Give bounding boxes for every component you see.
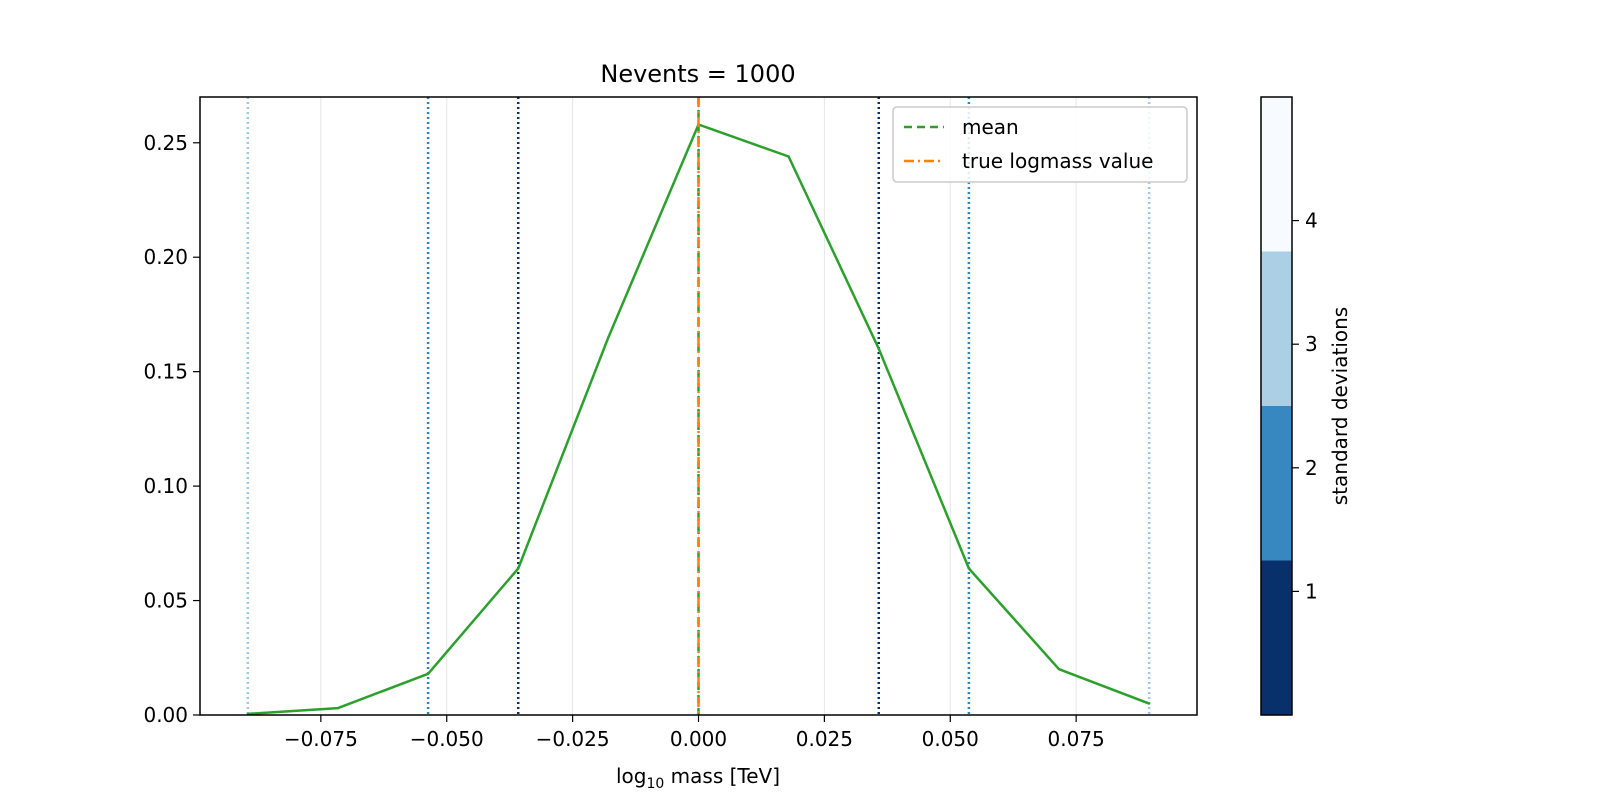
x-axis-label: log10 mass [TeV] (616, 764, 780, 792)
curve-point (426, 672, 430, 675)
x-axis-label-unit: mass [TeV] (664, 764, 780, 788)
curve-point (787, 155, 790, 158)
colorbar-band (1261, 97, 1292, 252)
colorbar: 1 2 3 4 standard deviations (1260, 96, 1352, 716)
curve-point (1147, 702, 1151, 705)
legend-frame (892, 106, 1188, 183)
curve-point (517, 567, 520, 570)
x-tick-label: 0.000 (670, 727, 727, 751)
x-axis: −0.075 −0.050 −0.025 0.000 0.025 0.050 0.075 (284, 715, 1105, 751)
x-tick-label: 0.025 (796, 727, 853, 751)
legend-label: true logmass value (962, 149, 1153, 173)
legend-label: mean (962, 115, 1019, 139)
colorbar-tick-label: 1 (1305, 579, 1318, 603)
colorbar-band (1261, 251, 1292, 406)
curve-point (607, 336, 610, 339)
curve-point (1057, 668, 1061, 671)
y-tick-label: 0.20 (143, 245, 188, 269)
y-tick-label: 0.00 (143, 703, 188, 727)
y-tick-label: 0.05 (143, 589, 188, 613)
colorbar-tick-label: 3 (1305, 332, 1318, 356)
y-tick-label: 0.10 (143, 474, 188, 498)
colorbar-frame (1260, 96, 1293, 716)
sigma-lines (246, 97, 1151, 715)
colorbar-label: standard deviations (1328, 307, 1352, 505)
curve-point (967, 567, 971, 570)
x-tick-label: −0.025 (536, 727, 610, 751)
x-axis-label-main: log (616, 764, 647, 788)
y-tick-label: 0.25 (143, 131, 188, 155)
chart-title: Nevents = 1000 (600, 60, 795, 88)
legend: mean true logmass value (892, 106, 1188, 183)
x-tick-label: 0.075 (1048, 727, 1105, 751)
y-tick-label: 0.15 (143, 360, 188, 384)
y-axis: 0.00 0.05 0.10 0.15 0.20 0.25 (143, 131, 200, 727)
x-tick-label: 0.050 (922, 727, 979, 751)
x-axis-label-subscript: 10 (646, 776, 664, 792)
colorbar-band (1261, 406, 1292, 561)
x-tick-label: −0.075 (284, 727, 358, 751)
curve-point (336, 706, 340, 710)
curve-point (877, 347, 880, 350)
colorbar-band (1261, 560, 1292, 715)
x-tick-label: −0.050 (410, 727, 484, 751)
colorbar-tick-label: 4 (1305, 209, 1318, 233)
colorbar-tick-label: 2 (1305, 456, 1318, 480)
